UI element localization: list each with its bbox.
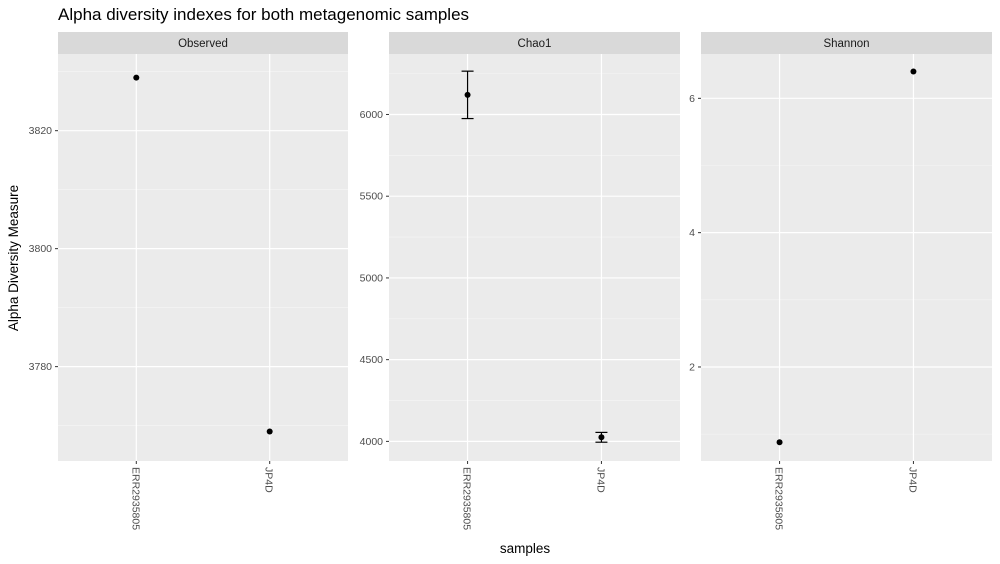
y-tick-label: 4500 (360, 354, 384, 366)
x-tick-label: ERR2935805 (773, 467, 785, 530)
panel-observed: Observed 3780 3800 3820 ERR2935805 JP4D (29, 32, 348, 530)
data-point-shannon-err2935805 (776, 439, 783, 446)
strip-label-observed: Observed (178, 38, 228, 50)
panel-shannon: Shannon 2 4 6 ERR2935805 JP4D (689, 32, 992, 530)
y-tick-label: 3800 (29, 243, 53, 255)
facet-panels: Observed 3780 3800 3820 ERR2935805 JP4D Chao1 4… (29, 32, 992, 530)
y-tick-label: 6000 (360, 109, 384, 121)
data-point-observed-jp4d (266, 428, 273, 435)
x-axis-title: samples (500, 541, 551, 556)
x-tick-label: ERR2935805 (461, 467, 473, 530)
y-tick-label: 4000 (360, 436, 384, 448)
strip-shannon (701, 32, 992, 54)
x-tick-label: JP4D (594, 467, 606, 493)
x-tick-label: JP4D (906, 467, 918, 493)
y-axis-title: Alpha Diversity Measure (6, 185, 21, 331)
y-tick-label: 5000 (360, 272, 384, 284)
x-tick-label: ERR2935805 (129, 467, 141, 530)
strip-observed (58, 32, 348, 54)
data-point-chao1-err2935805 (464, 91, 471, 98)
panel-background-chao1 (389, 54, 680, 461)
x-tick-label: JP4D (263, 467, 275, 493)
data-point-chao1-jp4d (598, 434, 605, 441)
strip-chao1 (389, 32, 680, 54)
panel-background-shannon (701, 54, 992, 461)
data-point-shannon-jp4d (910, 68, 917, 75)
strip-label-chao1: Chao1 (518, 38, 552, 50)
y-tick-label: 6 (689, 93, 695, 105)
y-tick-label: 2 (689, 361, 695, 373)
y-tick-label: 5500 (360, 191, 384, 203)
chart-title: Alpha diversity indexes for both metagen… (58, 5, 469, 24)
y-tick-label: 4 (689, 227, 695, 239)
data-point-observed-err2935805 (133, 74, 140, 81)
panel-background-observed (58, 54, 348, 461)
y-tick-label: 3820 (29, 125, 53, 137)
y-tick-label: 3780 (29, 361, 53, 373)
strip-label-shannon: Shannon (823, 38, 869, 50)
panel-chao1: Chao1 4000 4500 5000 5500 6000 ERR2935805 JP4D (360, 32, 680, 530)
